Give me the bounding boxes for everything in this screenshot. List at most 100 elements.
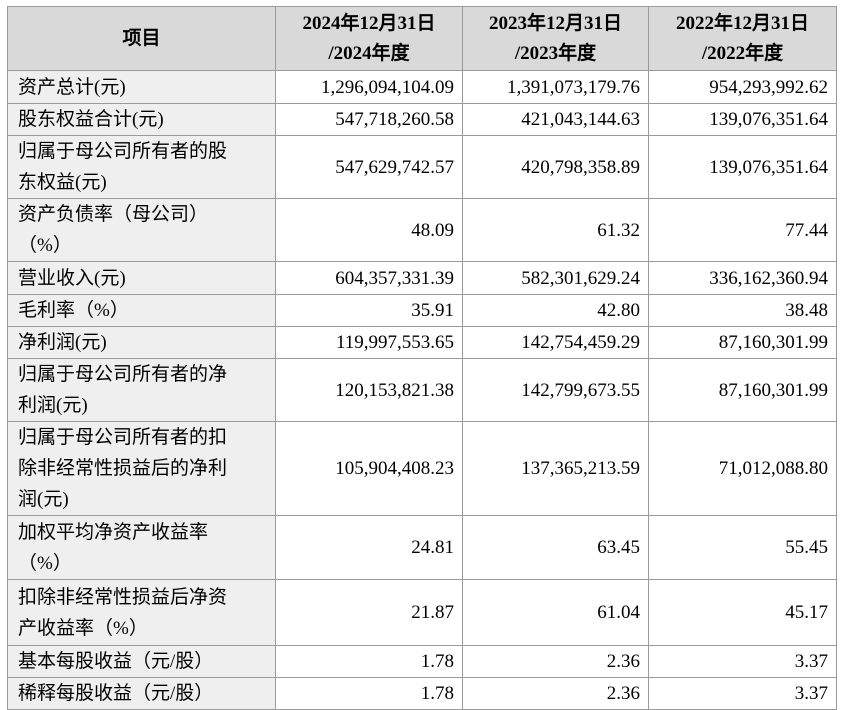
row-label: 归属于母公司所有者的净 利润(元) [7,358,276,422]
row-label: 稀释每股收益（元/股） [7,677,276,710]
value-cell: 55.45 [648,515,837,580]
header-text: /2023年度 [514,42,597,64]
row-label: 归属于母公司所有者的股 东权益(元) [7,135,276,199]
label-text: 除非经常性损益后的净利 [18,458,228,479]
value-cell: 35.91 [275,294,463,327]
value-cell: 336,162,360.94 [648,261,837,295]
row-label: 资产总计(元) [7,70,276,104]
value-cell: 139,076,351.64 [648,103,837,136]
value-cell: 1,296,094,104.09 [275,70,463,104]
row-label: 归属于母公司所有者的扣 除非经常性损益后的净利 润(元) [7,421,276,516]
header-text: 2024年12月31日 [302,12,436,34]
value-cell: 63.45 [462,515,649,580]
table-row: 归属于母公司所有者的扣 除非经常性损益后的净利 润(元) 105,904,408.23… [7,421,837,516]
label-text: 稀释每股收益（元/股） [18,683,214,704]
value-cell: 547,718,260.58 [275,103,463,136]
row-label: 净利润(元) [7,326,276,359]
label-text: 毛利率（%） [18,300,129,321]
label-text: 归属于母公司所有者的扣 [18,427,228,448]
table-row: 加权平均净资产收益率 （%） 24.81 63.45 55.45 [7,515,837,580]
value-cell: 61.32 [462,198,649,262]
label-text: 资产总计(元) [18,76,126,98]
row-label: 加权平均净资产收益率 （%） [7,515,276,580]
label-text: 基本每股收益（元/股） [18,651,214,672]
label-text: 归属于母公司所有者的净 [18,364,228,385]
label-text: 营业收入(元) [18,267,126,289]
table-row: 归属于母公司所有者的股 东权益(元) 547,629,742.57 420,798,3… [7,135,837,199]
header-cell: 2024年12月31日/2024年度 [275,6,463,71]
value-cell: 77.44 [648,198,837,262]
header-cell: 2023年12月31日/2023年度 [462,6,649,71]
value-cell: 2.36 [462,645,649,678]
label-text: （%） [18,235,72,256]
value-cell: 582,301,629.24 [462,261,649,295]
label-text: 扣除非经常性损益后净资 [18,586,228,608]
value-cell: 137,365,213.59 [462,421,649,516]
row-label: 股东权益合计(元) [7,103,276,136]
value-cell: 1,391,073,179.76 [462,70,649,104]
value-cell: 421,043,144.63 [462,103,649,136]
value-cell: 3.37 [648,645,837,678]
value-cell: 1.78 [275,677,463,710]
value-cell: 42.80 [462,294,649,327]
value-cell: 2.36 [462,677,649,710]
row-label: 扣除非经常性损益后净资 产收益率（%） [7,579,276,646]
header-row: 项目 2024年12月31日/2024年度 2023年12月31日/2023年度 20… [7,6,837,71]
value-cell: 87,160,301.99 [648,326,837,359]
financial-table: 项目 2024年12月31日/2024年度 2023年12月31日/2023年度 20… [7,6,837,710]
header-text: 项目 [122,27,161,49]
value-cell: 24.81 [275,515,463,580]
label-text: 润(元) [18,489,69,510]
value-cell: 71,012,088.80 [648,421,837,516]
table-row: 净利润(元) 119,997,553.65 142,754,459.29 87,160… [7,326,837,359]
value-cell: 954,293,992.62 [648,70,837,104]
table-row: 股东权益合计(元) 547,718,260.58 421,043,144.63 139… [7,103,837,136]
header-text: /2022年度 [701,42,784,64]
value-cell: 604,357,331.39 [275,261,463,295]
value-cell: 87,160,301.99 [648,358,837,422]
value-cell: 120,153,821.38 [275,358,463,422]
header-cell: 2022年12月31日/2022年度 [648,6,837,71]
value-cell: 142,799,673.55 [462,358,649,422]
label-text: 资产负债率（母公司） [18,204,209,225]
row-label: 资产负债率（母公司） （%） [7,198,276,262]
label-text: 归属于母公司所有者的股 [18,141,228,162]
table-row: 扣除非经常性损益后净资 产收益率（%） 21.87 61.04 45.17 [7,579,837,646]
value-cell: 48.09 [275,198,463,262]
value-cell: 420,798,358.89 [462,135,649,199]
table-row: 归属于母公司所有者的净 利润(元) 120,153,821.38 142,799,67… [7,358,837,422]
label-text: 净利润(元) [18,332,107,353]
label-text: 股东权益合计(元) [18,109,164,130]
table-row: 基本每股收益（元/股） 1.78 2.36 3.37 [7,645,837,678]
row-label: 毛利率（%） [7,294,276,327]
table-row: 资产总计(元) 1,296,094,104.09 1,391,073,179.76 9… [7,70,837,104]
value-cell: 1.78 [275,645,463,678]
label-text: 东权益(元) [18,172,107,193]
value-cell: 139,076,351.64 [648,135,837,199]
table-row: 稀释每股收益（元/股） 1.78 2.36 3.37 [7,677,837,710]
value-cell: 547,629,742.57 [275,135,463,199]
value-cell: 61.04 [462,579,649,646]
value-cell: 119,997,553.65 [275,326,463,359]
header-text: /2024年度 [328,42,410,64]
row-label: 营业收入(元) [7,261,276,295]
header-text: 2022年12月31日 [675,12,809,34]
value-cell: 38.48 [648,294,837,327]
value-cell: 45.17 [648,579,837,646]
header-text: 2023年12月31日 [488,12,622,34]
table-row: 营业收入(元) 604,357,331.39 582,301,629.24 336,1… [7,261,837,295]
row-label: 基本每股收益（元/股） [7,645,276,678]
table-body: 资产总计(元) 1,296,094,104.09 1,391,073,179.76 9… [7,70,837,710]
label-text: 加权平均净资产收益率 [18,521,209,543]
label-text: 产收益率（%） [18,617,148,639]
table-row: 资产负债率（母公司） （%） 48.09 61.32 77.44 [7,198,837,262]
label-text: （%） [18,552,72,574]
label-text: 利润(元) [18,395,88,416]
value-cell: 142,754,459.29 [462,326,649,359]
header-cell: 项目 [7,6,276,71]
value-cell: 21.87 [275,579,463,646]
value-cell: 105,904,408.23 [275,421,463,516]
value-cell: 3.37 [648,677,837,710]
table-row: 毛利率（%） 35.91 42.80 38.48 [7,294,837,327]
